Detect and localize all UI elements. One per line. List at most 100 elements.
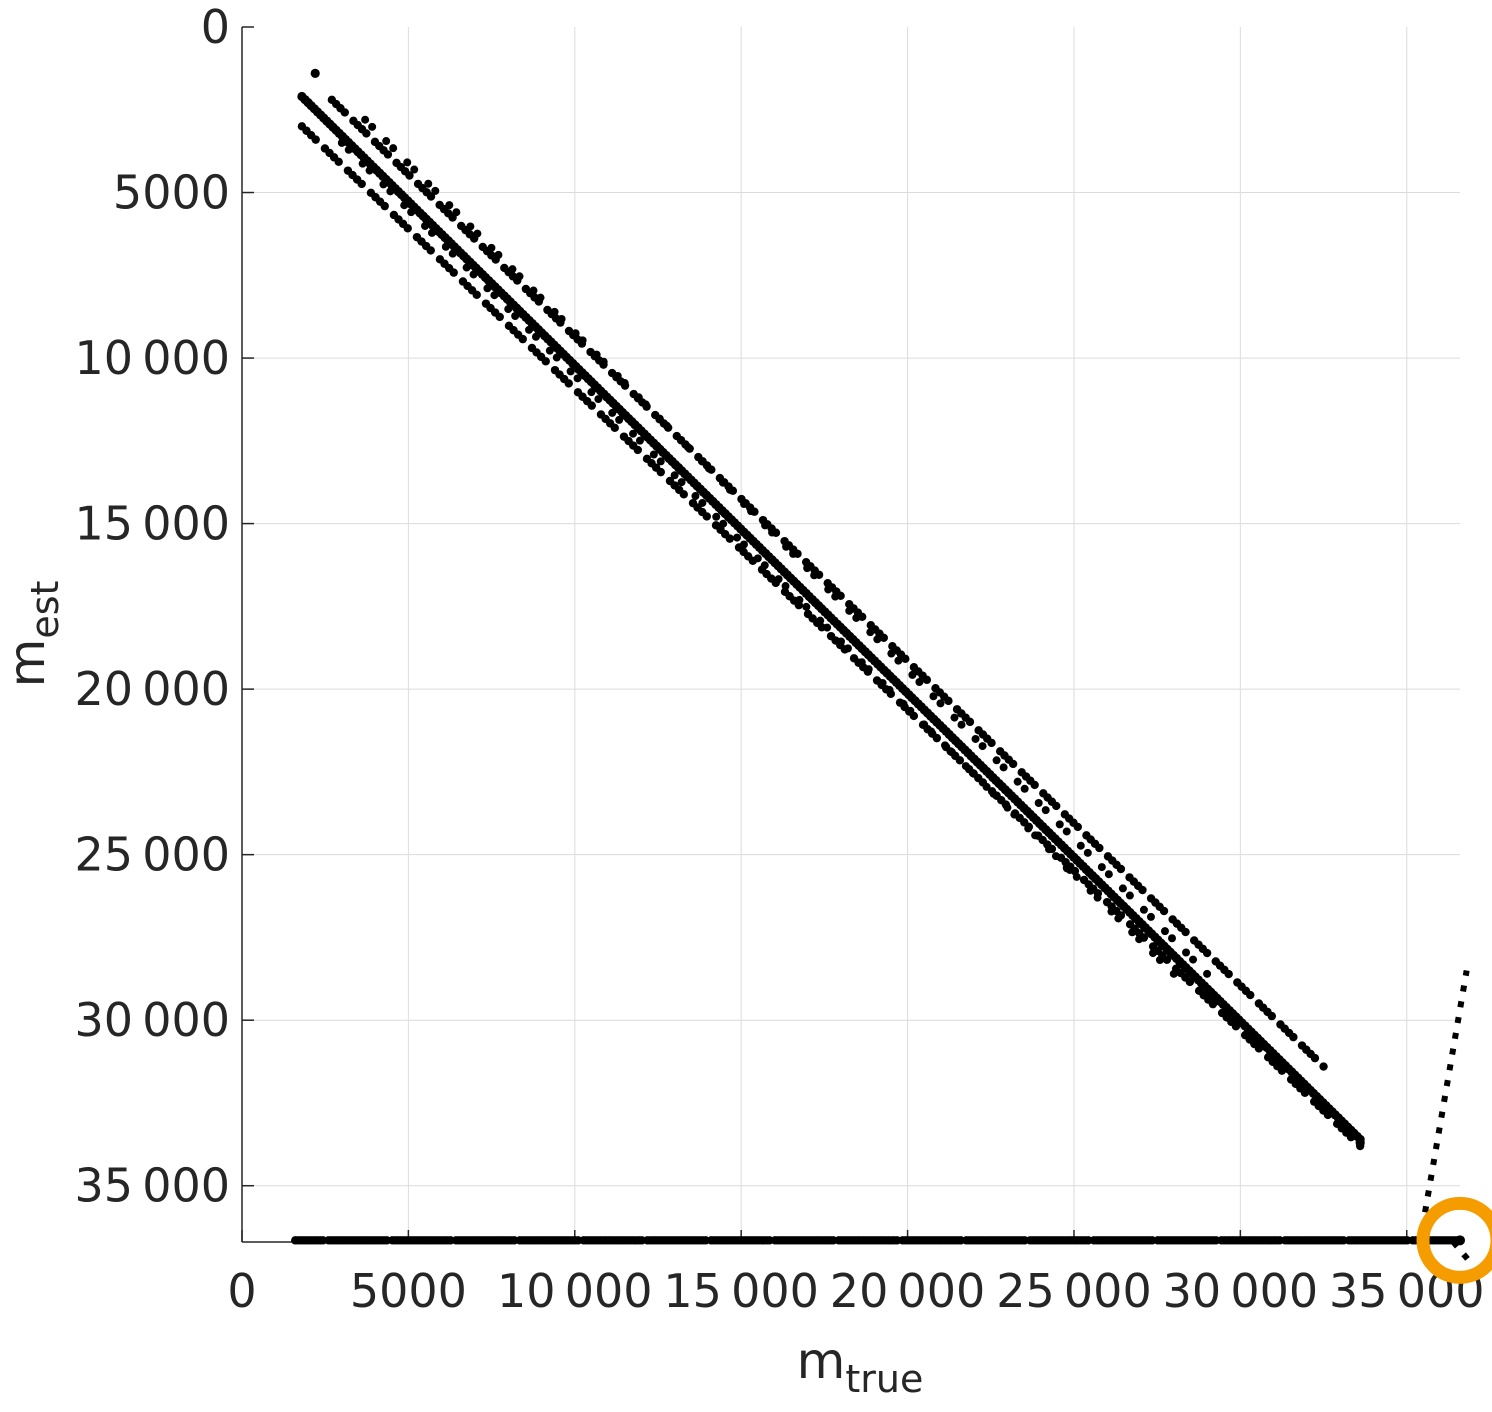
- data-point: [629, 429, 638, 438]
- data-point: [550, 307, 559, 316]
- data-point: [733, 533, 742, 542]
- data-point: [894, 656, 903, 665]
- data-point: [823, 623, 832, 632]
- data-point: [531, 332, 540, 341]
- y-axis-label: mest: [0, 581, 67, 688]
- data-point: [466, 222, 475, 231]
- data-point: [1246, 990, 1255, 1000]
- data-point: [677, 478, 686, 487]
- data-point: [987, 738, 996, 748]
- data-point: [774, 575, 783, 584]
- data-point: [691, 492, 700, 501]
- y-tick-label: 5000: [113, 166, 230, 220]
- data-point: [1024, 824, 1033, 833]
- data-point: [670, 471, 679, 480]
- data-point: [386, 187, 395, 196]
- data-point: [1289, 1032, 1298, 1042]
- data-point: [908, 670, 917, 679]
- data-point: [1013, 777, 1022, 786]
- data-point: [718, 478, 727, 487]
- data-point: [431, 186, 440, 195]
- data-point: [810, 571, 819, 580]
- data-point: [1310, 1053, 1320, 1063]
- data-point: [978, 742, 987, 751]
- data-point: [529, 286, 538, 295]
- data-point: [740, 500, 749, 509]
- data-point: [472, 290, 481, 299]
- data-point: [358, 159, 367, 168]
- data-point: [816, 616, 825, 625]
- data-point: [1224, 969, 1233, 979]
- annotation-layer: [1416, 970, 1492, 1284]
- data-point: [1159, 906, 1169, 916]
- data-point: [1155, 955, 1164, 964]
- data-point: [634, 393, 643, 402]
- data-point: [1107, 907, 1116, 916]
- data-point: [920, 720, 929, 729]
- data-point: [719, 519, 728, 528]
- highlight-circle: [1416, 1196, 1492, 1284]
- data-point: [1055, 820, 1064, 829]
- data-point: [864, 665, 873, 674]
- data-point: [362, 129, 371, 138]
- data-point: [641, 400, 650, 409]
- data-point: [857, 658, 866, 667]
- data-point: [845, 606, 854, 615]
- data-point: [405, 171, 414, 180]
- highlighted-point: [1455, 1235, 1465, 1246]
- data-point: [473, 229, 482, 238]
- data-point: [989, 789, 998, 798]
- data-point: [536, 293, 545, 302]
- dotted-connector-line: [1422, 970, 1470, 1213]
- data-point: [1020, 784, 1029, 793]
- data-point: [594, 395, 603, 404]
- data-point: [831, 592, 840, 601]
- data-point: [1135, 935, 1144, 944]
- data-point: [1073, 822, 1082, 832]
- data-point: [1139, 905, 1148, 914]
- data-point: [504, 305, 513, 314]
- data-point: [768, 528, 777, 537]
- data-point: [1346, 1132, 1356, 1142]
- data-point: [368, 122, 377, 131]
- data-point: [469, 270, 478, 279]
- data-point: [1300, 1088, 1310, 1097]
- data-point: [1008, 759, 1018, 769]
- x-tick-label: 15 000: [663, 1264, 819, 1318]
- data-point: [1031, 831, 1040, 840]
- y-tick-label: 25 000: [74, 828, 230, 882]
- data-point: [944, 696, 953, 706]
- data-point: [1208, 999, 1218, 1009]
- data-point: [927, 727, 936, 736]
- data-point: [608, 408, 617, 417]
- data-point: [610, 423, 619, 432]
- data-point: [1323, 1110, 1333, 1120]
- data-point: [462, 263, 471, 272]
- data-point: [679, 490, 688, 499]
- data-point: [683, 443, 692, 452]
- data-point: [403, 224, 412, 233]
- data-point: [421, 221, 430, 230]
- data-point: [1189, 955, 1198, 964]
- data-point: [901, 654, 910, 664]
- data-point: [929, 692, 938, 701]
- data-point: [1097, 863, 1106, 872]
- data-point: [1149, 949, 1158, 958]
- data-point: [1202, 948, 1212, 958]
- data-point: [587, 401, 596, 410]
- data-point: [1030, 780, 1039, 790]
- data-point: [961, 762, 970, 771]
- data-point: [365, 166, 374, 175]
- data-point: [789, 549, 798, 558]
- data-point: [1146, 912, 1155, 921]
- data-point: [936, 699, 945, 708]
- y-tick-label: 10 000: [74, 331, 230, 385]
- data-point: [965, 717, 975, 727]
- data-point: [382, 137, 391, 146]
- data-point: [334, 157, 343, 166]
- data-point: [824, 585, 833, 594]
- data-point: [662, 421, 671, 430]
- data-point: [592, 350, 601, 359]
- data-point: [906, 706, 915, 715]
- y-axis-label-sub: est: [23, 581, 67, 639]
